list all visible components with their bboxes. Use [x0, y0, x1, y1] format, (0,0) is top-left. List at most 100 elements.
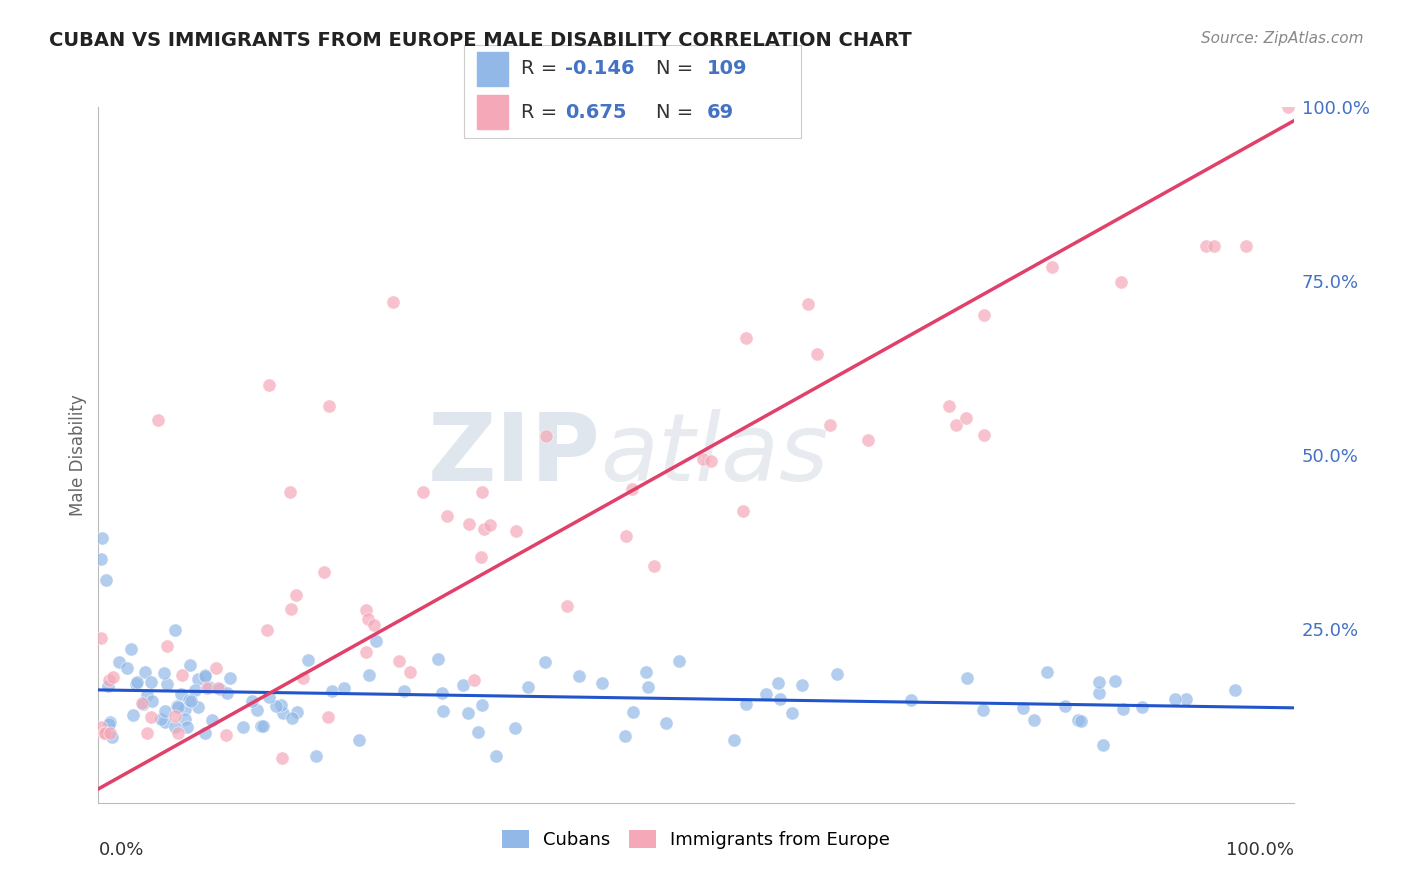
Point	[278, 484, 301, 499]
Point	[1088, 686, 1111, 700]
Point	[1012, 701, 1035, 715]
Point	[733, 504, 755, 518]
Point	[167, 726, 190, 740]
Point	[101, 669, 124, 683]
Point	[194, 669, 217, 683]
Point	[900, 693, 922, 707]
Point	[614, 529, 637, 543]
Point	[259, 690, 281, 704]
Point	[568, 669, 591, 683]
Point	[806, 347, 828, 361]
Point	[1277, 100, 1299, 114]
Point	[479, 517, 502, 532]
Point	[1053, 698, 1076, 713]
Point	[432, 704, 454, 718]
Point	[209, 682, 232, 697]
Point	[176, 720, 198, 734]
Point	[973, 308, 995, 322]
Point	[436, 509, 458, 524]
Point	[173, 702, 195, 716]
Point	[97, 679, 120, 693]
Point	[120, 642, 142, 657]
Point	[825, 667, 848, 681]
Point	[432, 686, 454, 700]
Point	[250, 719, 273, 733]
Point	[1070, 714, 1092, 728]
Point	[100, 726, 122, 740]
Point	[470, 550, 492, 565]
Point	[316, 710, 339, 724]
Point	[973, 428, 995, 442]
Point	[90, 552, 112, 566]
Point	[790, 678, 813, 692]
Point	[291, 672, 314, 686]
Text: R =: R =	[522, 60, 564, 78]
Point	[755, 687, 778, 701]
Point	[769, 692, 792, 706]
Point	[141, 675, 163, 690]
Point	[692, 451, 714, 466]
Text: ZIP: ZIP	[427, 409, 600, 501]
Point	[1225, 682, 1247, 697]
Point	[735, 697, 758, 711]
Point	[363, 618, 385, 632]
Text: Source: ZipAtlas.com: Source: ZipAtlas.com	[1201, 31, 1364, 46]
Point	[252, 719, 274, 733]
Point	[1104, 674, 1126, 689]
Point	[93, 726, 115, 740]
Point	[174, 712, 197, 726]
Point	[271, 750, 294, 764]
Point	[399, 665, 422, 679]
Point	[856, 433, 879, 447]
Point	[180, 694, 202, 708]
Point	[170, 688, 193, 702]
Point	[357, 667, 380, 681]
Text: 109: 109	[707, 60, 748, 78]
Point	[427, 651, 450, 665]
Point	[177, 693, 200, 707]
Point	[134, 665, 156, 679]
Point	[1174, 691, 1197, 706]
Point	[472, 522, 495, 536]
Point	[643, 559, 665, 574]
Text: 100.0%: 100.0%	[1226, 841, 1294, 859]
Point	[1163, 692, 1185, 706]
Point	[945, 418, 967, 433]
Point	[723, 733, 745, 747]
Point	[356, 603, 378, 617]
Point	[270, 698, 292, 712]
Text: 69: 69	[707, 103, 734, 121]
Point	[471, 485, 494, 500]
Bar	[478, 52, 508, 86]
Point	[333, 681, 356, 695]
Point	[246, 703, 269, 717]
Point	[655, 716, 678, 731]
Text: 0.0%: 0.0%	[98, 841, 143, 859]
Text: -0.146: -0.146	[565, 60, 636, 78]
Y-axis label: Male Disability: Male Disability	[69, 394, 87, 516]
Point	[463, 673, 485, 687]
Point	[131, 696, 153, 710]
Point	[256, 623, 278, 637]
Point	[956, 671, 979, 685]
Point	[184, 683, 207, 698]
Point	[91, 532, 114, 546]
Point	[98, 717, 121, 731]
Point	[297, 653, 319, 667]
Bar	[478, 95, 508, 129]
Point	[321, 683, 343, 698]
Point	[621, 705, 644, 719]
Point	[141, 694, 163, 708]
Point	[155, 714, 177, 729]
Point	[533, 655, 555, 669]
Point	[156, 639, 179, 653]
Point	[287, 705, 309, 719]
Point	[314, 565, 336, 579]
Point	[1040, 260, 1063, 274]
Point	[955, 411, 977, 425]
Point	[485, 748, 508, 763]
Point	[187, 672, 209, 686]
Point	[108, 656, 131, 670]
Point	[1195, 239, 1218, 253]
Point	[149, 712, 172, 726]
